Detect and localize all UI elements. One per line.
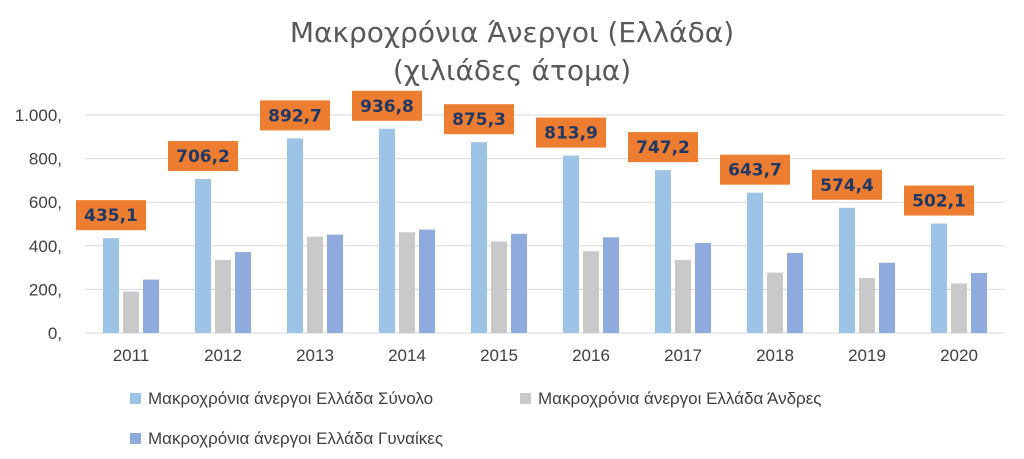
data-label-box — [444, 104, 514, 135]
legend-swatch — [130, 393, 141, 404]
bar-series-2 — [491, 241, 507, 333]
bar-series-3 — [695, 242, 711, 333]
x-category-label: 2015 — [480, 346, 518, 365]
bar-series-1 — [839, 207, 855, 333]
x-category-label: 2013 — [296, 346, 334, 365]
bar-series-3 — [879, 262, 895, 333]
data-label: 502,1 — [912, 192, 966, 212]
data-label: 574,4 — [820, 176, 874, 196]
data-label-box — [904, 185, 974, 216]
bar-series-1 — [287, 138, 303, 333]
bar-series-3 — [603, 237, 619, 333]
legend-swatch — [520, 393, 531, 404]
data-label-box — [352, 90, 422, 121]
bar-series-2 — [215, 259, 231, 333]
data-label: 813,9 — [544, 124, 598, 144]
bar-series-3 — [143, 279, 159, 333]
x-category-label: 2018 — [756, 346, 794, 365]
chart-subtitle: (χιλιάδες άτομα) — [393, 54, 631, 87]
bar-series-1 — [931, 223, 947, 333]
x-category-label: 2012 — [204, 346, 242, 365]
x-category-label: 2020 — [940, 346, 978, 365]
bar-series-2 — [859, 278, 875, 333]
data-label: 643,7 — [728, 161, 782, 181]
data-labels: 435,1 706,2 892,7 936,8 875,3 813,9 747,2 643,7… — [76, 90, 974, 231]
bar-series-1 — [563, 155, 579, 333]
data-label-box — [536, 117, 606, 148]
x-category-label: 2017 — [664, 346, 702, 365]
data-label: 747,2 — [636, 138, 690, 158]
bar-series-1 — [103, 238, 119, 333]
y-tick-label: 0, — [48, 324, 62, 343]
legend: Μακροχρόνια άνεργοι Ελλάδα Σύνολο Μακροχρ… — [130, 389, 822, 448]
y-tick-label: 200, — [29, 280, 62, 299]
y-tick-label: 600, — [29, 193, 62, 212]
data-label-box — [168, 141, 238, 172]
data-label-box — [812, 169, 882, 200]
x-axis-category-labels: 2011 2012 2013 2014 2015 2016 2017 2018 2019 2020 — [113, 346, 978, 365]
data-label: 435,1 — [84, 206, 138, 226]
bar-series-2 — [399, 232, 415, 333]
bar-series-3 — [511, 233, 527, 333]
legend-label: Μακροχρόνια άνεργοι Ελλάδα Σύνολο — [148, 389, 433, 408]
y-tick-label: 400, — [29, 237, 62, 256]
bar-series-2 — [767, 272, 783, 333]
bar-series-2 — [123, 291, 139, 333]
bar-series-3 — [235, 252, 251, 333]
bar-series-2 — [307, 236, 323, 333]
data-label-box — [720, 154, 790, 185]
chart-title: Μακροχρόνια Άνεργοι (Ελλάδα) — [290, 16, 734, 49]
data-label-box — [260, 100, 330, 131]
data-label: 936,8 — [360, 97, 414, 117]
bar-series-1 — [747, 192, 763, 333]
bar-series-1 — [379, 128, 395, 333]
legend-label: Μακροχρόνια άνεργοι Ελλάδα Γυναίκες — [148, 429, 443, 448]
x-category-label: 2016 — [572, 346, 610, 365]
x-category-label: 2014 — [388, 346, 426, 365]
bar-series-3 — [419, 229, 435, 333]
bar-series-2 — [951, 283, 967, 333]
bar-series-2 — [675, 259, 691, 333]
data-label: 892,7 — [268, 106, 322, 126]
bar-series-2 — [583, 251, 599, 333]
bar-series-3 — [327, 234, 343, 333]
bar-series-3 — [971, 273, 987, 333]
x-category-label: 2011 — [113, 346, 150, 365]
legend-swatch — [130, 433, 141, 444]
bar-series-1 — [471, 142, 487, 333]
data-label: 706,2 — [176, 147, 230, 167]
bar-series-1 — [195, 179, 211, 333]
bar-series-3 — [787, 252, 803, 333]
data-label-box — [628, 132, 698, 163]
bars — [103, 128, 987, 333]
legend-label: Μακροχρόνια άνεργοι Ελλάδα Άνδρες — [538, 389, 822, 408]
y-axis-tick-labels: 0, 200, 400, 600, 800, 1.000, — [15, 106, 62, 343]
y-tick-label: 800, — [29, 150, 62, 169]
y-tick-label: 1.000, — [15, 106, 62, 125]
x-category-label: 2019 — [848, 346, 886, 365]
bar-series-1 — [655, 170, 671, 333]
data-label: 875,3 — [452, 110, 506, 130]
data-label-box — [76, 200, 146, 231]
